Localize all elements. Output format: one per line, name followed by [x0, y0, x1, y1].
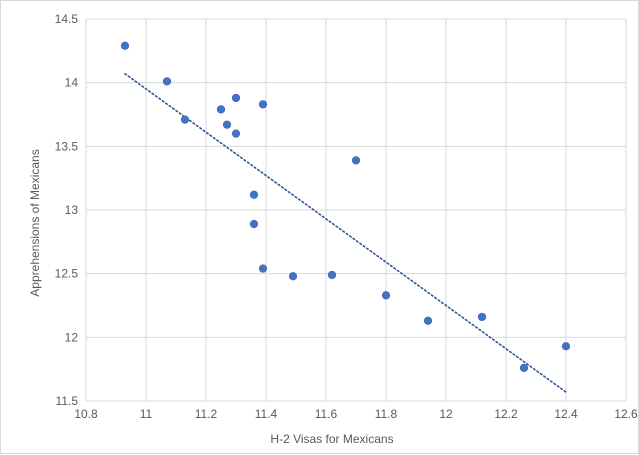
data-point — [222, 120, 232, 129]
x-tick-labels: 10.8 11 11.2 11.4 11.6 11.8 12 12.2 12.4 12.6 — [74, 407, 638, 421]
y-tick-label: 12 — [65, 330, 79, 344]
y-tick-label: 13.5 — [55, 139, 79, 153]
x-axis-title: H-2 Visas for Mexicans — [270, 432, 393, 446]
data-point — [258, 100, 268, 109]
x-tick-label: 12.2 — [494, 407, 518, 421]
y-tick-label: 13 — [65, 203, 79, 217]
data-point — [381, 291, 391, 300]
y-tick-label: 12.5 — [55, 267, 79, 281]
y-tick-label: 14 — [65, 76, 79, 90]
data-point — [327, 270, 337, 280]
data-point — [288, 272, 298, 281]
y-tick-label: 11.5 — [56, 394, 79, 408]
data-point — [249, 219, 259, 229]
data-point — [519, 363, 529, 372]
data-point — [477, 312, 487, 322]
y-axis-title: Apprehensions of Mexicans — [28, 149, 42, 296]
data-point — [231, 93, 241, 103]
data-point — [561, 342, 571, 351]
data-point — [258, 264, 268, 273]
gridlines — [85, 18, 627, 402]
data-points — [120, 41, 571, 372]
x-tick-label: 12.6 — [614, 407, 638, 421]
x-tick-label: 12 — [439, 407, 453, 421]
trendline-group — [124, 72, 567, 393]
y-tick-label: 14.5 — [55, 12, 79, 26]
x-tick-label: 11.6 — [315, 407, 338, 421]
x-tick-label: 12.4 — [554, 407, 578, 421]
data-point — [249, 190, 259, 199]
data-point — [162, 77, 172, 86]
trendline — [124, 72, 567, 393]
data-point — [423, 316, 433, 325]
y-tick-labels: 11.5 12 12.5 13 13.5 14 14.5 — [55, 12, 79, 408]
x-tick-label: 11 — [140, 407, 153, 421]
data-point — [216, 105, 226, 114]
data-point — [120, 41, 130, 50]
x-tick-label: 10.8 — [74, 407, 98, 421]
x-tick-label: 11.2 — [195, 407, 218, 421]
data-point — [231, 129, 241, 138]
x-tick-label: 11.8 — [375, 407, 398, 421]
data-point — [351, 156, 361, 165]
x-tick-label: 11.4 — [255, 407, 278, 421]
data-point — [180, 115, 190, 124]
